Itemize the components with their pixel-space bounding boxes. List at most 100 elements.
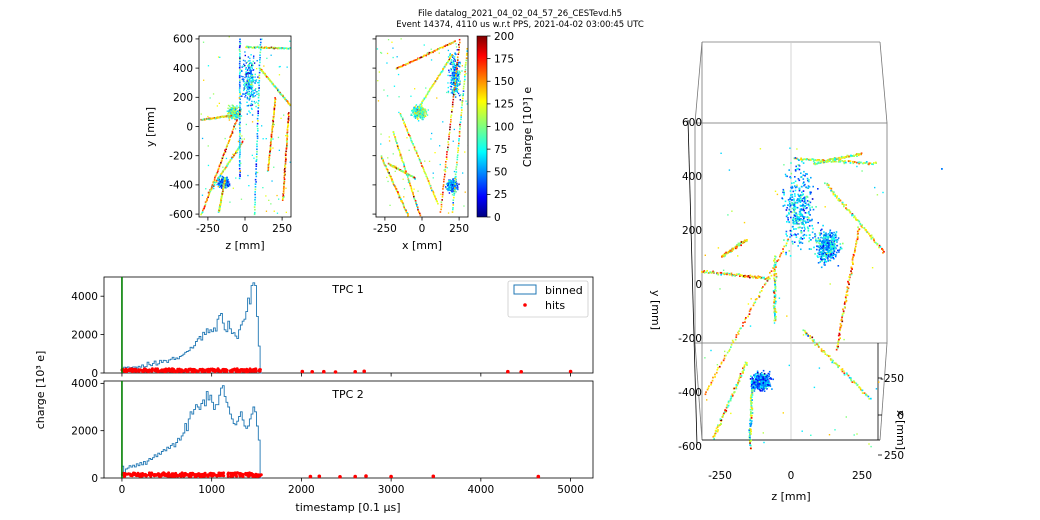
hit-point	[454, 66, 457, 69]
hit-point	[439, 211, 442, 213]
hit-point	[418, 157, 420, 159]
hit-point	[276, 212, 279, 214]
hit-point	[793, 218, 795, 220]
hit-point	[737, 242, 740, 245]
hit-point	[717, 424, 719, 427]
hit-point	[214, 182, 217, 184]
hit-point	[255, 46, 257, 49]
hit-point	[453, 63, 455, 66]
hit-point	[394, 136, 397, 139]
hit-point	[417, 107, 419, 110]
hit-point	[241, 78, 243, 81]
hit-point	[456, 91, 459, 93]
hit-point	[803, 184, 805, 187]
hit-point	[716, 272, 719, 275]
hit-point	[449, 74, 451, 77]
hit-point	[810, 248, 812, 250]
hit-point	[791, 211, 793, 214]
hit-point	[451, 42, 453, 44]
hit-point	[443, 66, 446, 68]
hit-point	[235, 111, 238, 113]
hit-marker	[162, 472, 166, 475]
hit-point	[385, 165, 387, 168]
hit-point	[238, 167, 241, 170]
hit-point	[772, 305, 775, 307]
hit-point	[870, 234, 873, 237]
hit-point	[242, 78, 244, 80]
hit-point	[840, 324, 843, 327]
hit-point	[750, 396, 753, 398]
hit-point	[446, 91, 448, 94]
hit-point	[248, 77, 251, 79]
hit-point	[458, 73, 461, 76]
hit-point	[452, 74, 454, 77]
hit-point	[805, 212, 808, 214]
hit-point	[401, 159, 403, 162]
hit-point	[403, 206, 405, 209]
hit-point	[256, 127, 259, 130]
hit-point	[808, 225, 811, 227]
hit-point	[446, 158, 448, 160]
hit-point	[799, 200, 802, 202]
hit-point	[239, 171, 241, 174]
hit-point	[843, 373, 846, 376]
hit-point	[393, 134, 395, 136]
hit-point	[865, 161, 868, 163]
hit-point	[224, 177, 226, 179]
hit-point	[453, 67, 455, 70]
hit-point	[720, 362, 723, 365]
hit-point	[808, 212, 810, 215]
hit-point	[750, 404, 753, 407]
hit-point	[463, 205, 465, 207]
hit-point	[258, 79, 261, 82]
hit-point	[444, 168, 446, 171]
hit-point	[218, 116, 220, 119]
hit-point	[213, 179, 216, 182]
hit-point	[432, 190, 434, 193]
hit-point	[727, 400, 730, 403]
hit-point	[440, 208, 442, 211]
y-tick-label: -200	[169, 150, 193, 162]
hit-point	[224, 168, 226, 170]
hit-point	[217, 56, 220, 58]
hit-marker	[246, 370, 250, 374]
hit-point	[228, 184, 231, 186]
hit-point	[804, 212, 807, 214]
hit-point	[795, 234, 797, 236]
hit-point	[708, 272, 710, 274]
hit-point	[785, 175, 787, 177]
hit-point	[852, 162, 855, 165]
hit-point	[451, 83, 453, 86]
hit-marker	[244, 471, 248, 475]
hit-point	[220, 186, 222, 188]
hit-point	[453, 196, 455, 199]
hit-point	[272, 138, 274, 140]
hit-point	[718, 365, 721, 368]
hit-point	[413, 197, 415, 200]
hit-marker	[231, 472, 235, 475]
hit-point	[419, 112, 422, 114]
hit-point	[853, 380, 855, 382]
hit-point	[251, 80, 253, 83]
hit-point	[274, 98, 277, 101]
hit-point	[255, 160, 258, 162]
hit-point	[464, 75, 466, 78]
hit-point	[838, 200, 841, 202]
hit-point	[805, 234, 808, 237]
hit-point	[231, 130, 234, 133]
hit-point	[455, 191, 457, 193]
x-tick-label: 0	[119, 484, 126, 496]
hit-point	[253, 46, 255, 48]
hit-point	[458, 70, 461, 72]
hit-point	[250, 73, 252, 75]
hit-point	[447, 182, 449, 184]
hit-point	[221, 178, 223, 181]
hit-point	[271, 131, 273, 134]
hit-point	[222, 189, 224, 192]
hit-point	[453, 78, 456, 80]
hit-point	[773, 258, 776, 261]
hit-point	[264, 72, 266, 75]
hit-point	[232, 105, 234, 107]
hit-point	[750, 393, 753, 395]
